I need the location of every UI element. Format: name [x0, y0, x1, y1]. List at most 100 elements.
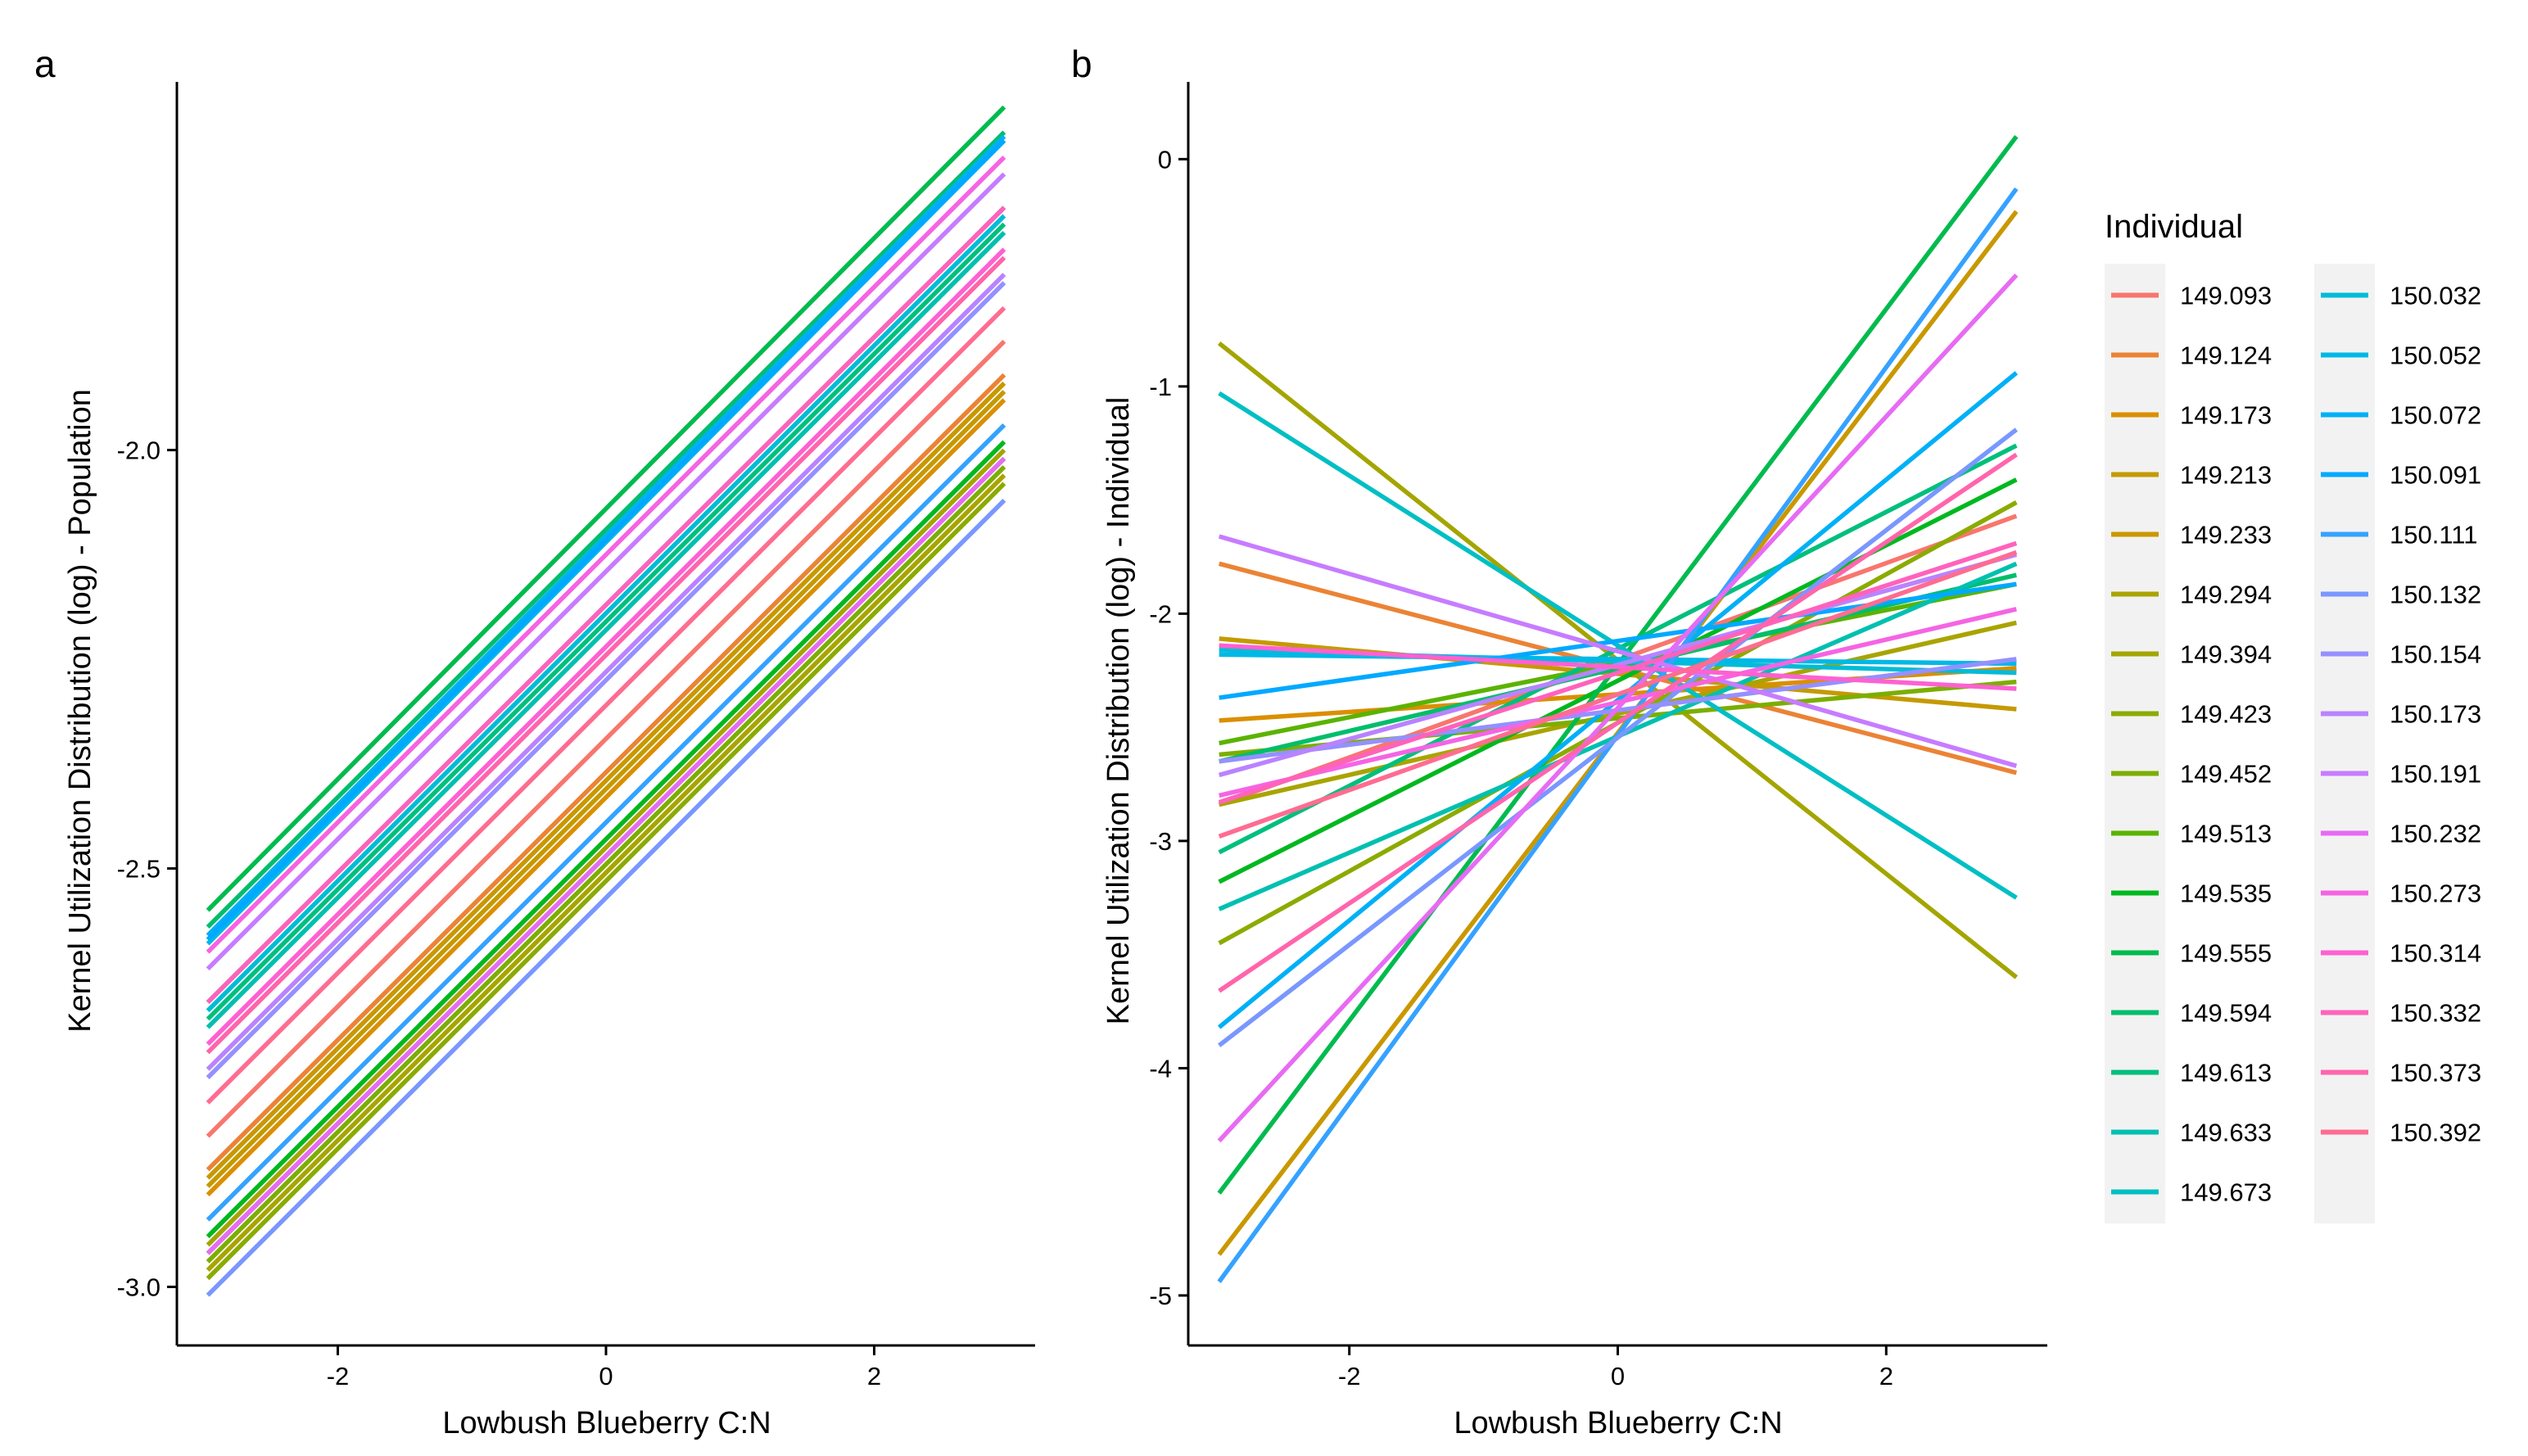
panel-a-series-line-149.452 [206, 465, 1006, 1264]
panel-b-series-line-150.232 [1217, 274, 2019, 1143]
panel-b-x-tick-label: -2 [1338, 1362, 1361, 1390]
panel-b-series-line-150.373 [1218, 452, 2018, 993]
panel-b-tag: b [1071, 43, 1092, 85]
panel-b-y-tick-label: 0 [1158, 145, 1172, 174]
panel-a-y-axis-title: Kernel Utilization Distribution (log) - … [63, 389, 97, 1033]
legend-label-150.232: 150.232 [2390, 820, 2481, 848]
legend-label-150.072: 150.072 [2390, 401, 2481, 430]
legend-label-149.513: 149.513 [2180, 820, 2272, 848]
panel-b-series-line-150.191 [1218, 534, 2018, 768]
legend-label-150.173: 150.173 [2390, 700, 2481, 729]
legend-label-149.124: 149.124 [2180, 341, 2272, 370]
panel-a-series-line-149.294 [206, 473, 1006, 1272]
panel-a-series-line-150.373 [206, 255, 1006, 1055]
panel-a-series-line-149.394 [206, 448, 1006, 1247]
panel-a: a -2 0 2 -3.0 -2.5 -2.0 Lowbush Blueberry C:N… [34, 43, 1035, 1440]
panel-a-series-line-149.613 [206, 222, 1006, 1021]
legend-label-150.132: 150.132 [2390, 581, 2481, 609]
panel-b-x-tick-label: 0 [1611, 1362, 1625, 1390]
legend-label-149.555: 149.555 [2180, 939, 2272, 968]
panel-a-series-line-149.233 [206, 381, 1006, 1180]
panel-b-y-tick-label: -2 [1149, 599, 1172, 628]
panel-a-y-tick-label: -2.0 [117, 436, 161, 465]
panel-a-x-axis-title: Lowbush Blueberry C:N [442, 1406, 771, 1440]
panel-b-y-axis-title: Kernel Utilization Distribution (log) - … [1101, 397, 1136, 1025]
panel-a-axes: -2 0 2 -3.0 -2.5 -2.0 [117, 82, 1035, 1390]
panel-a-y-tick-label: -3.0 [117, 1273, 161, 1301]
panel-a-series-line-149.633 [206, 230, 1006, 1029]
legend-label-150.052: 150.052 [2390, 341, 2481, 370]
panel-a-series-line-150.232 [206, 456, 1006, 1255]
panel-b-series-line-149.294 [1219, 620, 2017, 807]
panel-a-series-line-150.392 [206, 305, 1006, 1105]
panel-a-x-tick-label: 0 [599, 1362, 613, 1390]
panel-b-y-tick-label: -3 [1149, 827, 1172, 856]
legend-label-150.332: 150.332 [2390, 999, 2481, 1028]
legend-label-149.213: 149.213 [2180, 461, 2272, 490]
legend-label-149.394: 149.394 [2180, 640, 2272, 669]
legend-label-149.294: 149.294 [2180, 581, 2272, 609]
legend-label-149.673: 149.673 [2180, 1178, 2272, 1207]
panel-a-series-line-150.072 [206, 134, 1006, 938]
panel-a-tag: a [34, 43, 56, 85]
legend-label-150.373: 150.373 [2390, 1059, 2481, 1087]
panel-b: b -2 0 2-5-4-3-2-10 Lowbush Blueberry C:N … [1071, 43, 2047, 1440]
legend-label-150.314: 150.314 [2390, 939, 2481, 968]
panel-a-x-tick-label: -2 [327, 1362, 350, 1390]
panel-b-series-line-149.673 [1218, 391, 2018, 900]
panel-a-series-line-150.154 [206, 281, 1006, 1079]
legend-label-149.093: 149.093 [2180, 282, 2272, 310]
panel-b-series-line-150.392 [1218, 549, 2018, 839]
legend-key-background [2105, 264, 2165, 1223]
panel-b-axes: -2 0 2 -5 -4 -3 -2 -1 0 [1149, 82, 2047, 1390]
panel-b-y-tick-label: -4 [1149, 1054, 1172, 1083]
panel-a-series-line-150.111 [206, 423, 1006, 1222]
legend-label-149.173: 149.173 [2180, 401, 2272, 430]
panel-a-y-tick-label: -2.5 [117, 855, 161, 884]
legend-label-149.594: 149.594 [2180, 999, 2272, 1028]
legend-label-150.032: 150.032 [2390, 282, 2481, 310]
panel-a-series-line-150.314 [206, 247, 1006, 1047]
legend-label-149.613: 149.613 [2180, 1059, 2272, 1087]
panel-b-series-line-150.173 [1218, 552, 2018, 778]
panel-a-series-line-149.594 [206, 130, 1006, 929]
legend-label-149.233: 149.233 [2180, 521, 2272, 549]
legend-label-150.154: 150.154 [2390, 640, 2481, 669]
legend-label-150.191: 150.191 [2390, 760, 2481, 789]
panel-b-y-tick-label: -1 [1149, 373, 1172, 401]
legend: Individual 149.093149.124149.173149.2131… [2105, 209, 2481, 1223]
legend-label-150.273: 150.273 [2390, 879, 2481, 908]
panel-a-series-line-149.213 [206, 390, 1006, 1188]
panel-b-series-line-150.091 [1219, 581, 2017, 700]
legend-label-150.392: 150.392 [2390, 1119, 2481, 1147]
legend-label-149.452: 149.452 [2180, 760, 2272, 789]
panel-a-series-line-150.173 [206, 273, 1006, 1071]
panel-a-series-line-150.032 [206, 214, 1006, 1013]
panel-b-series-line-150.052 [1219, 652, 2017, 667]
panel-a-series-line-150.273 [206, 156, 1006, 954]
panel-a-series-line-149.535 [206, 440, 1006, 1239]
panel-a-series-line-149.093 [206, 339, 1006, 1138]
panel-a-series-line-149.555 [206, 105, 1006, 912]
panel-b-series-lines [1217, 134, 2019, 1283]
legend-label-150.111: 150.111 [2390, 521, 2477, 549]
panel-a-series-line-150.132 [206, 498, 1006, 1297]
panel-a-series-line-150.191 [206, 172, 1006, 971]
panel-b-x-axis-title: Lowbush Blueberry C:N [1454, 1406, 1782, 1440]
panel-b-x-tick-label: 2 [1879, 1362, 1893, 1390]
legend-title: Individual [2105, 209, 2243, 245]
panel-a-series-line-150.091 [206, 138, 1006, 942]
panel-a-series-line-149.124 [206, 373, 1006, 1172]
panel-b-series-line-150.314 [1219, 643, 2017, 691]
panel-a-x-tick-label: 2 [867, 1362, 881, 1390]
panel-a-series-line-149.423 [206, 482, 1006, 1281]
panel-a-series-lines [206, 105, 1006, 1297]
legend-items: 149.093 149.124 149.173 149.213 149.233 149.2… [2105, 264, 2481, 1223]
legend-label-149.633: 149.633 [2180, 1119, 2272, 1147]
panel-b-series-line-150.273 [1219, 607, 2017, 798]
legend-key-background [2314, 264, 2375, 1223]
panel-b-series-line-150.332 [1218, 540, 2018, 805]
legend-label-149.423: 149.423 [2180, 700, 2272, 729]
panel-a-series-line-149.173 [206, 398, 1006, 1197]
